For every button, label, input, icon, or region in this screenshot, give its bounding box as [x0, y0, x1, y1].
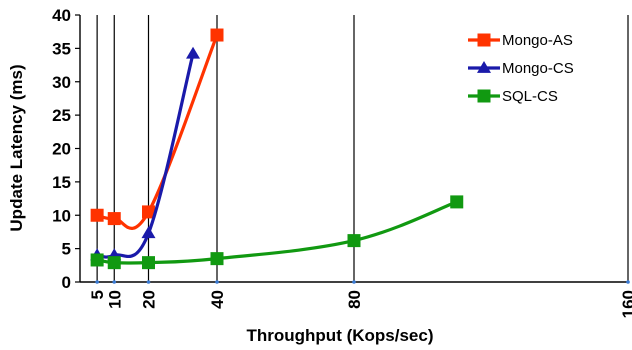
data-point-sql-cs-5 [450, 195, 464, 209]
data-point-sql-cs-2 [142, 256, 155, 270]
legend: Mongo-AS Mongo-CS SQL-CS [468, 32, 574, 105]
x-tick-mark-10 [112, 280, 117, 284]
x-tick-mark-40 [215, 280, 219, 284]
data-point-mongo-cs-2 [141, 226, 156, 239]
legend-marker-mongo-cs [477, 61, 491, 73]
data-point-mongo-as-2 [142, 205, 155, 219]
x-tick-label-160: 160 [619, 290, 632, 318]
legend-item-sql-cs: SQL-CS [468, 88, 558, 105]
series-sql-cs [90, 195, 464, 270]
x-axis-title: Throughput (Kops/sec) [247, 326, 434, 345]
grid-lines [96, 15, 629, 282]
y-tick-label-15: 15 [52, 173, 71, 192]
x-tick-label-20: 20 [140, 290, 159, 309]
y-tick-label-5: 5 [62, 240, 71, 259]
data-point-mongo-as-0 [90, 208, 104, 222]
x-tick-label-10: 10 [105, 290, 124, 309]
data-point-sql-cs-0 [90, 253, 104, 267]
legend-label-sql-cs: SQL-CS [502, 88, 558, 105]
y-axis-title: Update Latency (ms) [7, 64, 26, 231]
y-tick-label-20: 20 [52, 140, 71, 159]
y-tick-label-0: 0 [62, 273, 71, 292]
y-tick-label-30: 30 [52, 73, 71, 92]
legend-label-mongo-as: Mongo-AS [502, 32, 573, 49]
legend-marker-sql-cs [477, 89, 491, 103]
data-point-mongo-as-1 [107, 212, 121, 226]
series-mongo-as [90, 28, 224, 230]
legend-item-mongo-as: Mongo-AS [468, 32, 573, 49]
x-tick-label-80: 80 [345, 290, 364, 309]
y-tick-label-10: 10 [52, 206, 71, 225]
data-point-sql-cs-3 [210, 252, 224, 266]
legend-marker-mongo-as [477, 33, 491, 47]
series-mongo-cs [90, 46, 201, 261]
legend-item-mongo-cs: Mongo-CS [468, 60, 574, 77]
x-tick-mark-20 [146, 280, 151, 284]
data-point-sql-cs-1 [107, 256, 121, 270]
series-line-mongo-cs [96, 53, 195, 259]
y-tick-label-40: 40 [52, 6, 71, 25]
x-tick-mark-5 [95, 280, 99, 284]
x-tick-label-40: 40 [208, 290, 227, 309]
x-tick-mark-160 [626, 280, 630, 284]
x-tick-label-5: 5 [88, 290, 107, 299]
series-line-mongo-as [96, 34, 219, 230]
axes [75, 14, 630, 284]
y-tick-label-35: 35 [52, 39, 71, 58]
legend-label-mongo-cs: Mongo-CS [502, 60, 574, 77]
data-point-sql-cs-4 [347, 234, 361, 248]
series [90, 28, 464, 270]
data-point-mongo-cs-3 [186, 46, 201, 59]
x-tick-mark-80 [352, 280, 356, 284]
data-point-mongo-as-3 [210, 28, 224, 42]
y-tick-label-25: 25 [52, 106, 71, 125]
